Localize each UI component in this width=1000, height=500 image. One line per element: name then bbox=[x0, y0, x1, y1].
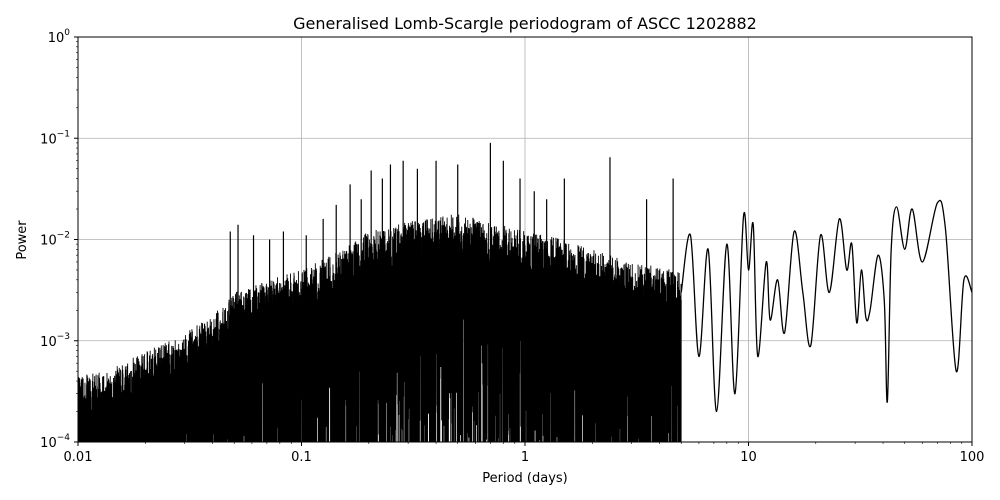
x-tick-label: 10 bbox=[740, 450, 757, 465]
x-tick-label: 100 bbox=[960, 450, 985, 465]
data-layer bbox=[78, 142, 972, 442]
periodogram-long-period-curve bbox=[680, 199, 972, 413]
x-tick-label: 0.01 bbox=[64, 450, 93, 465]
y-axis-label: Power bbox=[15, 220, 30, 260]
periodogram-dense-trace bbox=[78, 214, 682, 442]
axes: 0.01 0.1 1 10 100 10−4 10−3 10−2 10−1 100 bbox=[40, 28, 984, 465]
y-tick-label: 10−2 bbox=[40, 231, 70, 249]
chart-title: Generalised Lomb-Scargle periodogram of … bbox=[293, 14, 757, 33]
y-tick-label: 100 bbox=[48, 28, 71, 46]
x-tick-label: 1 bbox=[521, 450, 529, 465]
x-axis-label: Period (days) bbox=[482, 471, 568, 486]
y-tick-label: 10−3 bbox=[40, 332, 70, 350]
y-tick-label: 10−4 bbox=[40, 433, 70, 451]
x-tick-label: 0.1 bbox=[291, 450, 312, 465]
y-tick-label: 10−1 bbox=[40, 129, 70, 147]
